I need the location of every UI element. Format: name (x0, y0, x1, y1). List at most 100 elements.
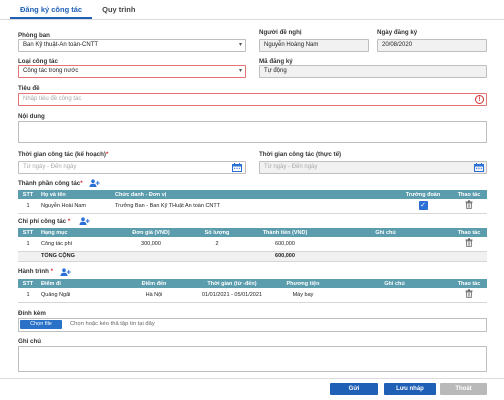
send-button[interactable]: Gửi (330, 383, 378, 395)
trash-icon[interactable] (465, 238, 473, 248)
total-tail (320, 251, 487, 262)
itinerary-label-text: Hành trình (18, 268, 49, 275)
col-item: Hạng mục (38, 228, 118, 237)
row-stt: 1 (18, 199, 38, 214)
actions-cell (451, 199, 487, 214)
calendar-icon[interactable] (232, 163, 242, 172)
attachment-dropzone[interactable] (18, 318, 487, 332)
actions-cell (451, 288, 487, 303)
itinerary-label: Hành trình * (18, 268, 53, 275)
expenses-label-text: Chi phí công tác (18, 218, 67, 225)
row-note (338, 288, 451, 303)
leader-checkbox[interactable]: ✓ (418, 201, 428, 211)
trash-icon[interactable] (465, 289, 473, 299)
footer-divider (0, 378, 504, 379)
col-note: Ghi chú (338, 279, 451, 288)
row-amount: 600,000 (250, 237, 320, 252)
notes-label: Ghi chú (18, 338, 42, 345)
department-value: Ban Kỹ thuật-An toàn-CNTT (23, 42, 99, 48)
table-row: 1 Công tác phí 300,000 2 600,000 (18, 237, 487, 252)
col-vehicle: Phương tiện (268, 279, 338, 288)
proposer-field: Nguyễn Hoàng Nam (259, 39, 369, 52)
col-stt: STT (18, 228, 38, 237)
col-stt: STT (18, 190, 38, 199)
trip-type-label: Loại công tác (18, 58, 58, 65)
total-value: 600,000 (250, 251, 320, 262)
row-to: Hà Nội (112, 288, 196, 303)
content-textarea[interactable] (18, 121, 487, 143)
required-mark: * (105, 151, 109, 158)
col-qty: Số lượng (184, 228, 250, 237)
itinerary-table: STT Điểm đi Điểm đến Thời gian (từ -đến)… (18, 279, 487, 303)
col-amount: Thành tiền (VND) (250, 228, 320, 237)
col-actions: Thao tác (451, 190, 487, 199)
col-time: Thời gian (từ -đến) (196, 279, 268, 288)
row-time: 01/01/2021 - 05/01/2021 (196, 288, 268, 303)
save-draft-button[interactable]: Lưu nháp (384, 383, 436, 395)
attachment-hint: Chọn hoặc kéo thả tập tin tại đây (70, 321, 155, 327)
planned-time-label: Thời gian công tác (kế hoạch)* (18, 151, 108, 158)
table-row: 1 Nguyễn Hoài Nam Trưởng Ban - Ban Kỹ TH… (18, 199, 487, 214)
add-user-icon[interactable] (60, 268, 71, 276)
add-user-icon[interactable] (79, 217, 90, 225)
col-from: Điểm đi (38, 279, 112, 288)
col-stt: STT (18, 279, 38, 288)
exit-button[interactable]: Thoát (440, 383, 487, 395)
row-title: Trưởng Ban - Ban Kỹ THuật An toàn CNTT (112, 199, 395, 214)
required-mark: * (80, 180, 83, 187)
add-user-icon[interactable] (89, 179, 100, 187)
total-row: TỔNG CỘNG 600,000 (18, 251, 487, 262)
members-header-row: STT Họ và tên Chức danh - Đơn vị Trưởng … (18, 190, 487, 199)
members-table: STT Họ và tên Chức danh - Đơn vị Trưởng … (18, 190, 487, 214)
planned-time-input[interactable]: Từ ngày - Đến ngày (18, 161, 246, 174)
row-note (320, 237, 451, 252)
members-label-text: Thành phần công tác (18, 180, 81, 187)
tab-process[interactable]: Quy trình (102, 5, 136, 14)
trip-type-value: Công tác trong nước (23, 68, 79, 74)
reg-code-label: Mã đăng ký (259, 58, 293, 65)
tabs-divider (0, 19, 504, 20)
total-label: TỔNG CỘNG (38, 251, 250, 262)
trash-icon[interactable] (465, 200, 473, 210)
table-row: 1 Quảng Ngãi Hà Nội 01/01/2021 - 05/01/2… (18, 288, 487, 303)
row-stt: 1 (18, 237, 38, 252)
members-label: Thành phần công tác* (18, 180, 83, 187)
trip-type-select[interactable]: Công tác trong nước ▾ (18, 65, 246, 78)
reg-code-field: Tự động (259, 65, 487, 78)
chevron-down-icon: ▾ (238, 68, 242, 74)
col-actions: Thao tác (451, 279, 487, 288)
reg-date-label: Ngày đăng ký (377, 29, 418, 36)
expenses-table: STT Hạng mục Đơn giá (VND) Số lượng Thàn… (18, 228, 487, 262)
actual-time-label: Thời gian công tác (thực tế) (259, 151, 342, 158)
actual-time-input[interactable]: Từ ngày - Đến ngày (259, 161, 487, 174)
row-vehicle: Máy bay (268, 288, 338, 303)
chevron-down-icon: ▾ (238, 42, 242, 48)
row-price: 300,000 (118, 237, 184, 252)
col-to: Điểm đến (112, 279, 196, 288)
content-label: Nội dung (18, 113, 45, 120)
expenses-label: Chi phí công tác * (18, 218, 70, 225)
total-spacer (18, 251, 38, 262)
notes-textarea[interactable] (18, 346, 487, 372)
reg-date-field: 20/08/2020 (377, 39, 487, 52)
choose-file-button[interactable]: Chọn file (20, 320, 62, 329)
attachment-label: Đính kèm (18, 310, 46, 317)
planned-time-label-text: Thời gian công tác (kế hoạch) (18, 151, 106, 158)
row-qty: 2 (184, 237, 250, 252)
title-label: Tiêu đề (18, 85, 40, 92)
calendar-icon[interactable] (474, 163, 484, 172)
required-mark: * (67, 218, 71, 225)
department-label: Phòng ban (18, 32, 50, 39)
title-input[interactable]: Nhập tiêu đề công tác (18, 93, 487, 106)
department-select[interactable]: Ban Kỹ thuật-An toàn-CNTT ▾ (18, 39, 246, 52)
col-title: Chức danh - Đơn vị (112, 190, 395, 199)
actions-cell (451, 237, 487, 252)
col-price: Đơn giá (VND) (118, 228, 184, 237)
row-from: Quảng Ngãi (38, 288, 112, 303)
tab-register-trip[interactable]: Đăng ký công tác (10, 2, 93, 19)
tab-bar: Đăng ký công tác Quy trình (10, 2, 145, 19)
itinerary-header-row: STT Điểm đi Điểm đến Thời gian (từ -đến)… (18, 279, 487, 288)
expenses-header-row: STT Hạng mục Đơn giá (VND) Số lượng Thàn… (18, 228, 487, 237)
leader-cell: ✓ (395, 199, 451, 214)
